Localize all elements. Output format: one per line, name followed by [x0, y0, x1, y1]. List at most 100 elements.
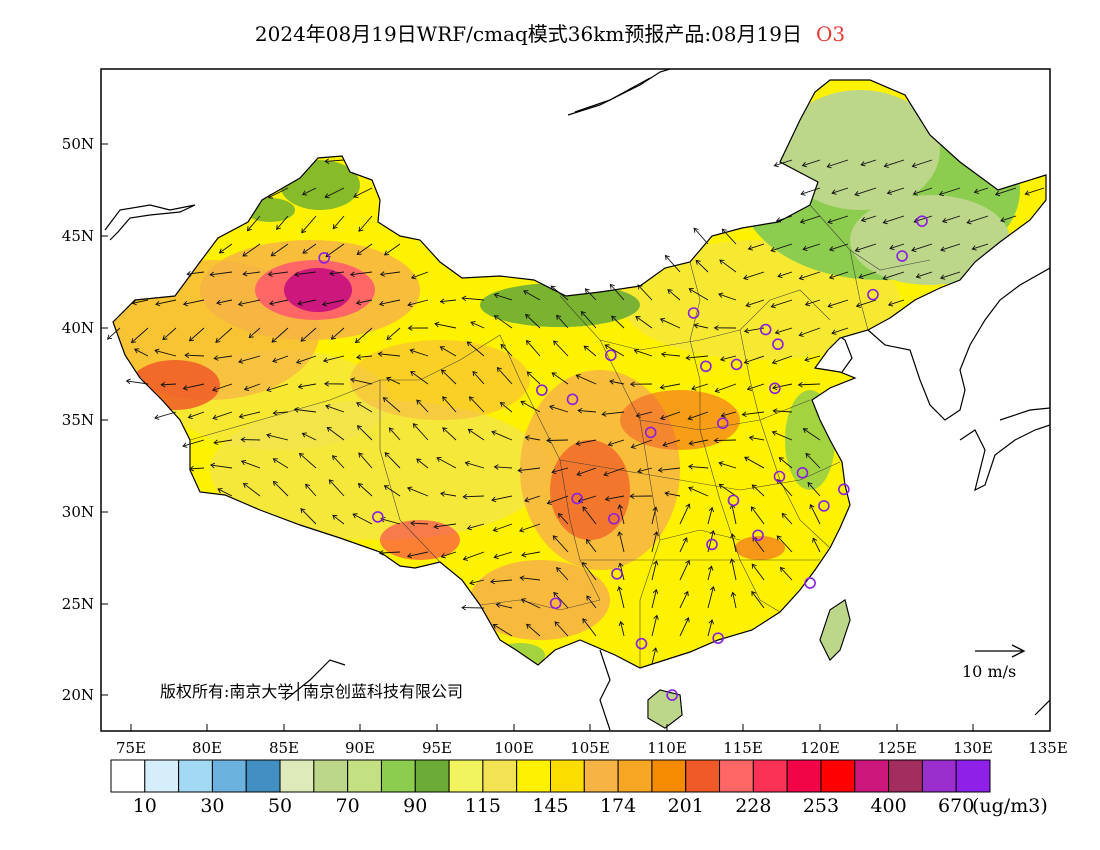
wind-arrow-head — [442, 396, 448, 402]
wind-arrow — [300, 327, 317, 342]
wind-arrow — [974, 187, 989, 193]
wind-arrow-head — [356, 402, 362, 408]
wind-arrow — [679, 560, 690, 581]
wind-arrow — [827, 215, 849, 223]
wind-arrow-head — [213, 439, 219, 446]
station-marker — [706, 538, 718, 551]
legend-swatch — [651, 759, 687, 793]
wind-arrow-head — [298, 452, 305, 458]
wind-arrow — [773, 410, 793, 413]
wind-arrow-head — [440, 553, 446, 559]
wind-arrow — [660, 318, 681, 329]
wind-arrow-head — [709, 585, 716, 592]
wind-arrow-head — [440, 491, 446, 497]
wind-arrow — [746, 299, 765, 307]
wind-arrow-head — [994, 190, 1001, 197]
wind-arrow — [720, 355, 737, 361]
wind-arrow — [154, 349, 177, 357]
wind-arrow-head — [410, 520, 416, 527]
wind-arrow — [603, 467, 625, 476]
station-marker — [700, 360, 712, 373]
wind-arrow-head — [355, 299, 362, 306]
station-marker — [759, 323, 772, 336]
wind-arrow-head — [407, 325, 413, 331]
wind-arrow — [380, 271, 401, 275]
wind-arrow — [651, 531, 658, 553]
wind-arrow-head — [461, 604, 467, 611]
wind-arrow-head — [653, 531, 659, 537]
station-marker — [318, 252, 330, 264]
wind-arrow — [297, 299, 317, 305]
wind-arrow — [465, 462, 485, 469]
wind-arrow-head — [831, 329, 837, 335]
wind-arrow — [634, 349, 653, 357]
station-marker — [772, 338, 784, 351]
station-marker — [635, 637, 648, 650]
wind-arrow-head — [215, 337, 221, 343]
wind-arrow-head — [556, 566, 562, 573]
wind-arrow — [651, 589, 657, 609]
legend-swatch — [719, 759, 754, 793]
wind-arrow — [412, 423, 429, 441]
wind-arrow — [384, 452, 401, 469]
wind-arrow-head — [617, 586, 623, 592]
wind-arrow — [436, 457, 457, 469]
legend-label: 50 — [268, 795, 292, 817]
legend-swatch — [313, 759, 349, 793]
wind-arrow — [854, 187, 877, 196]
wind-arrow — [216, 299, 233, 304]
wind-arrow-head — [353, 192, 359, 198]
legend-swatch — [110, 759, 146, 793]
province-borders — [189, 204, 931, 668]
wind-arrow-head — [388, 427, 394, 433]
wind-arrow — [721, 228, 737, 245]
wind-arrow — [462, 297, 485, 301]
wind-arrow-head — [664, 254, 670, 261]
wind-arrow — [442, 396, 457, 413]
station-marker — [571, 492, 583, 505]
station-marker — [605, 349, 617, 362]
wind-arrow — [576, 439, 597, 445]
wind-arrow — [679, 503, 690, 525]
wind-arrow-head — [410, 274, 417, 280]
wind-arrow-head — [524, 435, 530, 441]
wind-arrow — [651, 560, 657, 581]
wind-arrow-head — [770, 247, 776, 253]
wind-arrow-head — [775, 217, 782, 223]
wind-arrow-head — [1024, 190, 1030, 196]
wind-arrow-head — [770, 302, 776, 309]
wind-arrow-head — [751, 590, 757, 597]
wind-arrow-head — [499, 402, 506, 407]
wind-arrow — [552, 535, 569, 553]
wind-arrow — [1025, 187, 1045, 195]
wind-arrow — [494, 315, 513, 329]
wind-arrow — [883, 215, 905, 224]
wind-arrow-head — [330, 334, 336, 340]
wind-arrow-head — [635, 315, 641, 321]
wind-arrow-head — [693, 322, 699, 329]
wind-arrow-head — [218, 248, 225, 254]
legend-swatch — [211, 759, 247, 793]
wind-arrow — [271, 327, 289, 343]
wind-arrow — [831, 327, 849, 334]
wind-arrow-head — [352, 513, 358, 519]
wind-arrow-head — [657, 467, 663, 473]
wind-arrow-head — [406, 552, 413, 559]
wind-arrow — [777, 271, 793, 277]
wind-arrow — [272, 355, 289, 362]
wind-arrow-head — [684, 617, 690, 623]
wind-arrow — [860, 159, 877, 166]
wind-arrow — [695, 260, 709, 273]
wind-arrow — [350, 378, 373, 385]
wind-arrow-head — [662, 441, 668, 447]
wind-arrow-head — [323, 381, 329, 387]
wind-arrow-head — [718, 461, 724, 467]
wind-arrow-head — [525, 339, 531, 346]
wind-arrow — [812, 538, 821, 553]
wind-arrow-head — [523, 290, 529, 296]
legend-swatch — [752, 759, 788, 793]
wind-arrow — [407, 299, 429, 306]
wind-arrow — [942, 215, 961, 223]
wind-arrow — [802, 243, 821, 250]
wind-arrow-head — [551, 372, 557, 378]
